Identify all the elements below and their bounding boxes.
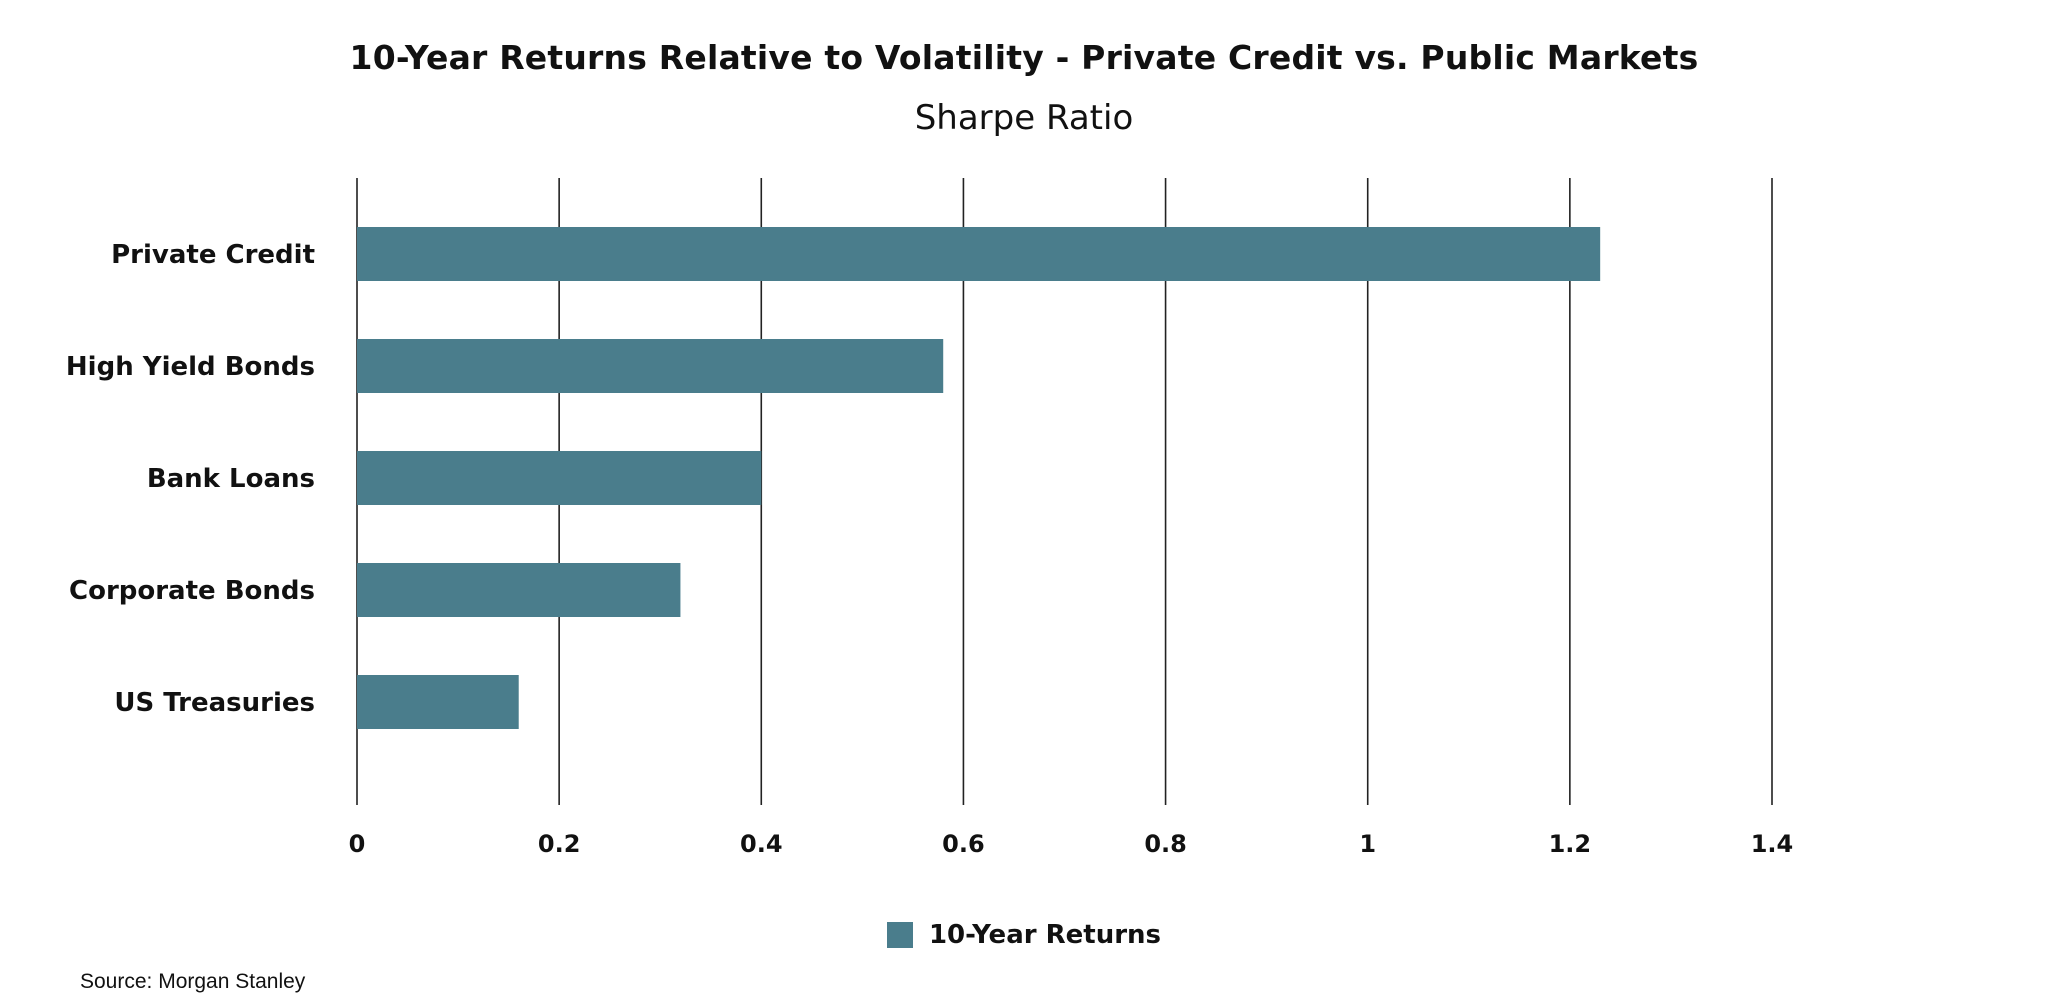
legend-swatch [886,922,913,948]
legend-label: 10-Year Returns [928,920,1162,950]
x-tick-label: 1.4 [1751,830,1794,858]
x-axis-tick-labels: 0 0.2 0.4 0.6 0.8 1 1.2 1.4 [349,830,1794,858]
chart-subtitle: Sharpe Ratio [914,98,1134,138]
x-tick-label: 0.2 [538,830,581,858]
source-note: Source: Morgan Stanley [80,970,306,993]
bar [357,451,762,505]
category-label: High Yield Bonds [66,352,315,382]
chart-title: 10-Year Returns Relative to Volatility -… [349,38,1699,77]
bar [357,227,1601,281]
bars [357,227,1601,729]
bar [357,563,681,617]
x-tick-label: 0.8 [1144,830,1187,858]
category-label: Corporate Bonds [69,576,315,606]
bar [357,675,519,729]
x-tick-label: 0 [349,830,366,858]
x-tick-label: 0.4 [740,830,783,858]
x-tick-label: 1.2 [1549,830,1592,858]
category-label: US Treasuries [114,688,315,718]
category-label: Private Credit [111,240,315,270]
legend: 10-Year Returns [0,920,2048,950]
x-tick-label: 1 [1359,830,1376,858]
x-tick-label: 0.6 [942,830,985,858]
bar [357,339,944,393]
category-label: Bank Loans [147,464,315,494]
category-labels: Private Credit High Yield Bonds Bank Loans… [66,240,315,718]
